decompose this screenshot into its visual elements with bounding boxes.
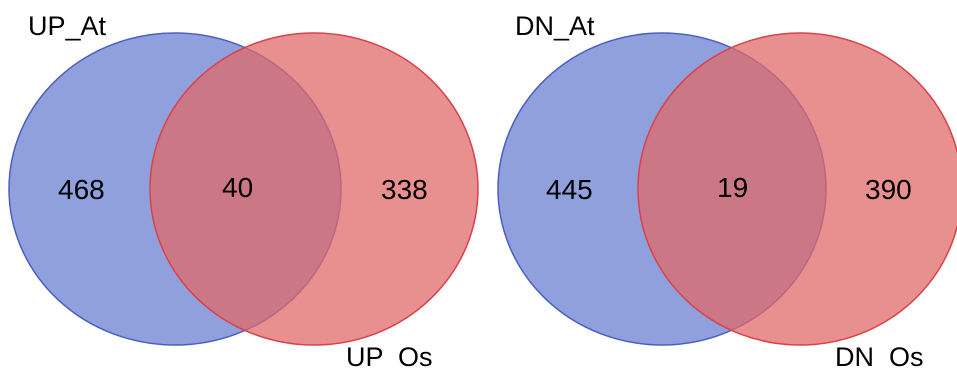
set-a-only-count: 445: [546, 174, 593, 205]
set-b-only-count: 390: [865, 174, 912, 205]
set-a-label: UP_At: [28, 11, 107, 41]
overlap-count: 40: [222, 172, 253, 203]
venn-diagram-up: UP_At UP Os 468 40 338: [8, 11, 479, 369]
venn-diagram-dn: DN_At DN Os 445 19 390: [497, 11, 957, 369]
set-a-label: DN_At: [515, 11, 595, 41]
set-a-only-count: 468: [58, 174, 105, 205]
overlap-count: 19: [717, 172, 748, 203]
set-b-circle: [637, 32, 957, 346]
set-b-label: DN Os: [835, 342, 924, 369]
set-b-circle: [149, 32, 479, 346]
set-b-label: UP Os: [346, 342, 433, 369]
set-b-only-count: 338: [381, 174, 428, 205]
